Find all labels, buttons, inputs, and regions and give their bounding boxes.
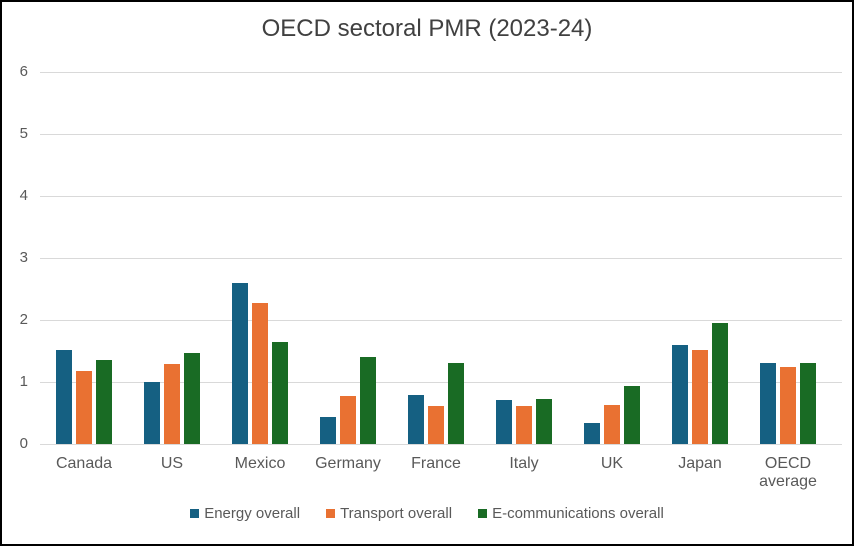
legend-color-swatch-icon — [326, 509, 336, 518]
bar-group — [744, 72, 832, 444]
y-tick-label: 2 — [19, 311, 28, 328]
legend-item: Energy overall — [190, 505, 300, 522]
bar — [672, 345, 688, 444]
y-axis: 0 1 2 3 4 5 6 — [2, 64, 30, 452]
legend-color-swatch-icon — [190, 509, 200, 518]
bar — [428, 405, 444, 444]
bar-group — [216, 72, 304, 444]
bar — [800, 362, 816, 444]
bar — [448, 362, 464, 444]
legend-color-swatch-icon — [478, 509, 488, 518]
y-tick-label: 6 — [19, 63, 28, 80]
x-axis-label: Germany — [315, 455, 381, 472]
legend-label: E-communications overall — [492, 505, 664, 522]
bar — [320, 416, 336, 444]
bar — [496, 399, 512, 444]
bar — [232, 283, 248, 444]
bar-group — [40, 72, 128, 444]
bar — [360, 357, 376, 444]
bar-group — [392, 72, 480, 444]
x-axis-label: France — [411, 455, 461, 472]
gridline — [40, 257, 842, 259]
bar-group — [656, 72, 744, 444]
x-axis-label: US — [160, 455, 184, 472]
bar — [516, 405, 532, 444]
bar — [584, 422, 600, 444]
gridline — [40, 133, 842, 135]
bar-group — [128, 72, 216, 444]
x-axis-label: Japan — [678, 455, 722, 472]
y-tick-label: 1 — [19, 373, 28, 390]
y-tick-label: 0 — [19, 435, 28, 452]
bar — [144, 382, 160, 444]
bar — [692, 350, 708, 444]
bar-group — [568, 72, 656, 444]
bar-group — [304, 72, 392, 444]
gridline — [40, 319, 842, 321]
legend-label: Energy overall — [204, 505, 301, 522]
legend-label: Transport overall — [340, 505, 453, 522]
y-tick-label: 5 — [19, 125, 28, 142]
bar — [164, 364, 180, 444]
x-axis-label: OECD average — [759, 455, 817, 490]
plot-area — [40, 71, 842, 445]
bar — [96, 359, 112, 444]
x-axis-label: Canada — [55, 455, 113, 472]
bar — [760, 362, 776, 444]
bar — [712, 323, 728, 444]
legend: Energy overall Transport overall E-communi… — [2, 505, 852, 522]
bar — [624, 385, 640, 444]
chart-title: OECD sectoral PMR (2023-24) — [261, 15, 593, 42]
legend-item: Transport overall — [326, 505, 452, 522]
bar-group — [480, 72, 568, 444]
plot-bands — [40, 72, 832, 444]
legend-item: E-communications overall — [478, 505, 664, 522]
bar — [252, 303, 268, 444]
bar — [340, 396, 356, 444]
y-tick-label: 3 — [19, 249, 28, 266]
gridline — [40, 443, 842, 445]
bar — [56, 349, 72, 444]
gridline — [40, 381, 842, 383]
bar — [604, 404, 620, 444]
bar — [76, 370, 92, 444]
bar — [408, 395, 424, 444]
x-axis-label: Italy — [509, 455, 539, 472]
bar — [272, 341, 288, 444]
bar — [536, 398, 552, 444]
x-axis-label: Mexico — [234, 455, 286, 472]
x-axis: Canada US Mexico Germany France Italy UK Japan O… — [40, 452, 832, 491]
bar — [184, 353, 200, 444]
x-axis-label: UK — [600, 455, 624, 472]
bar — [780, 366, 796, 444]
y-tick-label: 4 — [19, 187, 28, 204]
gridline — [40, 71, 842, 73]
gridline — [40, 195, 842, 197]
